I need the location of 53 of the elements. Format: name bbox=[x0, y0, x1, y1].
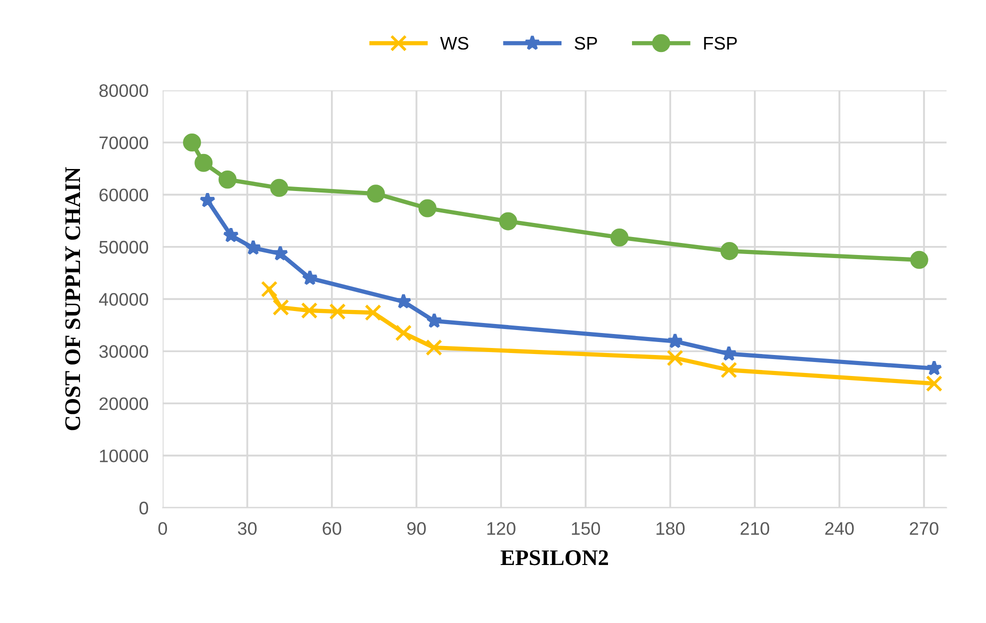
y-tick-label: 80000 bbox=[99, 84, 148, 98]
x-axis-title: EPSILON2 bbox=[500, 550, 608, 566]
y-tick-label: 10000 bbox=[100, 450, 148, 462]
x-tick-label: 240 bbox=[825, 522, 854, 535]
point bbox=[667, 332, 684, 348]
point bbox=[329, 303, 346, 320]
x-tick-label: 180 bbox=[656, 522, 685, 535]
point bbox=[720, 242, 738, 260]
point bbox=[272, 245, 288, 261]
point bbox=[395, 324, 412, 342]
point bbox=[910, 250, 928, 269]
point bbox=[720, 345, 737, 361]
y-axis-title: COST OF SUPPLY CHAIN bbox=[65, 167, 80, 430]
point bbox=[272, 299, 290, 316]
legend-label: FSP bbox=[704, 36, 737, 50]
point bbox=[926, 360, 942, 376]
x-tick-label: 60 bbox=[322, 522, 342, 535]
point bbox=[720, 362, 738, 378]
x-tick-label: 150 bbox=[572, 522, 600, 535]
x-tick-label: 210 bbox=[740, 522, 770, 535]
y-tick-label: 60000 bbox=[100, 188, 148, 202]
point bbox=[194, 154, 213, 172]
legend-label: SP bbox=[574, 36, 598, 50]
point bbox=[499, 212, 518, 230]
point bbox=[610, 228, 629, 246]
point bbox=[200, 192, 216, 208]
y-tick-label: 30000 bbox=[99, 345, 148, 358]
y-tick-label: 50000 bbox=[99, 240, 148, 254]
point bbox=[666, 350, 684, 366]
point bbox=[418, 199, 436, 218]
point bbox=[926, 375, 942, 392]
y-tick-label: 70000 bbox=[100, 136, 148, 150]
point bbox=[426, 312, 442, 328]
x-tick-label: 0 bbox=[158, 522, 168, 535]
point bbox=[222, 227, 239, 242]
x-tick-label: 120 bbox=[487, 522, 516, 535]
x-tick-label: 90 bbox=[407, 522, 426, 535]
point bbox=[270, 178, 288, 197]
point bbox=[366, 184, 385, 203]
point bbox=[300, 302, 318, 319]
y-tick-label: 20000 bbox=[100, 397, 148, 410]
y-tick-label: 40000 bbox=[99, 292, 148, 306]
legend-label: WS bbox=[440, 36, 468, 50]
point bbox=[182, 133, 202, 152]
point bbox=[426, 339, 442, 356]
x-tick-label: 30 bbox=[238, 522, 257, 535]
point bbox=[218, 170, 237, 189]
x-tick-label: 270 bbox=[910, 522, 938, 535]
y-tick-label: 0 bbox=[139, 502, 148, 514]
point bbox=[245, 240, 262, 255]
point bbox=[364, 304, 382, 321]
point bbox=[260, 280, 278, 298]
point bbox=[302, 270, 318, 286]
